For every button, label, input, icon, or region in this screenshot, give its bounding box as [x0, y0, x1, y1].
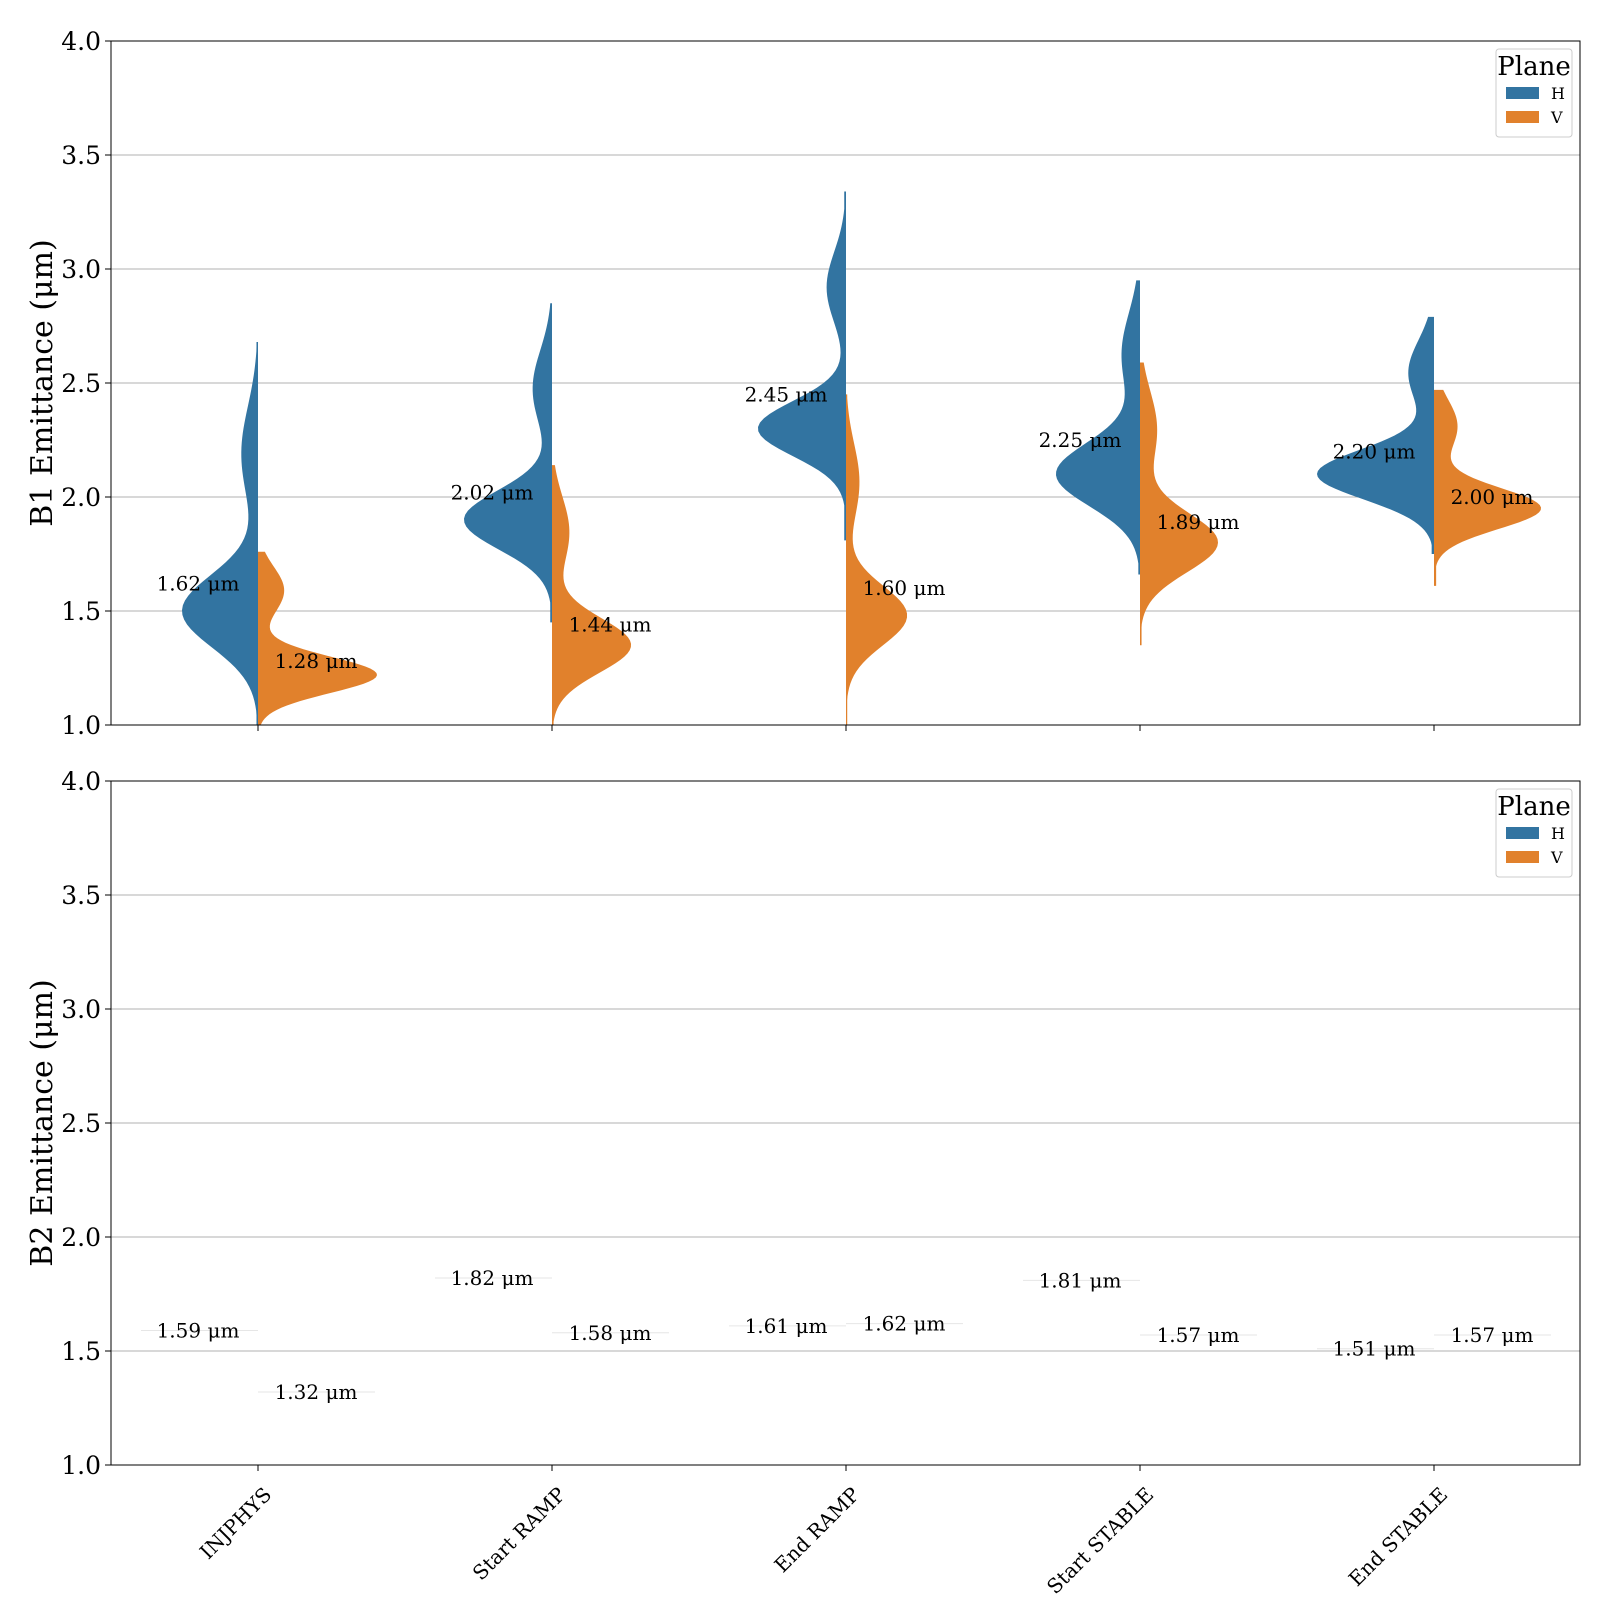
violin-V-3 [1140, 362, 1218, 646]
y-tick-label: 3.0 [61, 255, 101, 284]
median-label-V-3: 1.89 μm [1157, 510, 1240, 534]
y-tick-label: 1.5 [61, 1337, 101, 1366]
median-label-V-1: 1.58 μm [569, 1321, 652, 1345]
median-label-V-2: 1.60 μm [863, 576, 946, 600]
median-label-V-0: 1.28 μm [275, 649, 358, 673]
violin-V-1 [552, 465, 631, 725]
median-label-H-4: 1.51 μm [1333, 1337, 1416, 1361]
legend: Plane HV [1495, 788, 1573, 878]
x-category-label: End STABLE [1344, 1482, 1453, 1591]
median-label-V-0: 1.32 μm [275, 1380, 358, 1404]
y-tick-label: 4.0 [61, 767, 101, 796]
median-label-H-1: 1.82 μm [451, 1266, 534, 1290]
median-label-H-0: 1.59 μm [157, 1318, 240, 1342]
y-tick-label: 1.0 [61, 711, 101, 740]
median-label-V-2: 1.62 μm [863, 1312, 946, 1336]
y-tick-label: 1.5 [61, 597, 101, 626]
x-category-label: Start STABLE [1042, 1482, 1158, 1598]
y-axis-title: B2 Emittance (μm) [25, 979, 60, 1266]
legend-entry-V: V [1550, 848, 1563, 867]
legend-swatch-V [1506, 851, 1539, 863]
y-tick-label: 2.5 [61, 1109, 101, 1138]
legend-swatch-V [1506, 111, 1539, 123]
y-tick-label: 2.5 [61, 369, 101, 398]
violin-H-2 [758, 191, 846, 541]
panel-1: 1.0 1.5 2.0 2.5 3.0 3.5 4.0 B1 Emittance (μm) 1.… [25, 27, 1581, 740]
median-label-V-3: 1.57 μm [1157, 1323, 1240, 1347]
plot-frame [110, 780, 1581, 1466]
legend-swatch-H [1506, 827, 1539, 839]
median-label-H-0: 1.62 μm [157, 572, 240, 596]
median-label-H-2: 1.61 μm [745, 1314, 828, 1338]
median-label-H-4: 2.20 μm [1333, 439, 1416, 463]
legend-entry-V: V [1550, 108, 1563, 127]
legend-title: Plane [1497, 52, 1570, 82]
median-label-H-2: 2.45 μm [745, 382, 828, 406]
median-label-H-3: 2.25 μm [1039, 428, 1122, 452]
violin-H-1 [464, 303, 552, 623]
y-tick-label: 3.5 [61, 141, 101, 170]
median-label-V-4: 2.00 μm [1451, 485, 1534, 509]
legend-title: Plane [1497, 792, 1570, 822]
x-category-label: End RAMP [769, 1482, 864, 1577]
y-tick-label: 4.0 [61, 27, 101, 56]
legend-swatch-H [1506, 87, 1539, 99]
x-category-label: Start RAMP [468, 1482, 571, 1585]
median-label-V-1: 1.44 μm [569, 613, 652, 637]
violin-V-0 [258, 551, 377, 725]
violin-H-3 [1056, 280, 1140, 575]
violin-H-0 [182, 341, 258, 725]
legend-entry-H: H [1551, 84, 1565, 103]
violin-V-2 [846, 394, 907, 725]
legend: Plane HV [1495, 48, 1573, 138]
legend-entry-H: H [1551, 824, 1565, 843]
panel-2: 1.0 1.5 2.0 2.5 3.0 3.5 4.0 B2 Emittance (μm) 1.… [25, 767, 1581, 1599]
y-tick-label: 3.0 [61, 995, 101, 1024]
y-tick-label: 1.0 [61, 1451, 101, 1480]
median-label-H-3: 1.81 μm [1039, 1268, 1122, 1292]
x-category-label: INJPHYS [195, 1482, 276, 1563]
y-axis-title: B1 Emittance (μm) [25, 239, 60, 526]
violin-V-4 [1434, 389, 1541, 586]
plot-frame [110, 40, 1581, 726]
y-tick-label: 2.0 [61, 483, 101, 512]
median-label-H-1: 2.02 μm [451, 480, 534, 504]
y-tick-label: 3.5 [61, 881, 101, 910]
median-label-V-4: 1.57 μm [1451, 1323, 1534, 1347]
y-tick-label: 2.0 [61, 1223, 101, 1252]
violin-H-4 [1317, 316, 1434, 554]
